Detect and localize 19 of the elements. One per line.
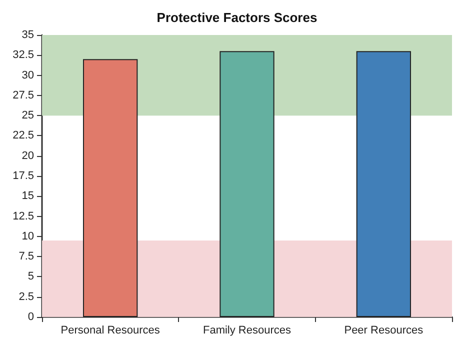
y-tick-label: 27.5 [12,89,34,102]
y-tick-label: 35 [22,29,34,41]
y-tick-label: 17.5 [12,170,34,182]
y-tick-label: 25 [22,110,34,122]
y-tick-label: 22.5 [12,130,34,142]
y-tick-label: 7.5 [18,250,34,263]
y-tick-label: 20 [22,150,34,162]
y-tick-label: 30 [22,69,34,82]
x-tick-label: Family Resources [202,324,292,336]
y-tick-label: 2.5 [18,290,34,303]
y-tick-label: 32.5 [12,49,34,62]
y-tick-label: 15 [22,190,34,202]
x-tick-label: Peer Resources [344,324,424,336]
x-tick-label: Personal Resources [60,324,160,336]
y-tick-label: 5 [28,270,34,283]
y-tick-label: 10 [22,230,34,242]
y-tick-label: 0 [28,311,34,323]
chart-title: Protective Factors Scores [156,10,318,25]
y-tick-label: 12.5 [12,210,34,222]
